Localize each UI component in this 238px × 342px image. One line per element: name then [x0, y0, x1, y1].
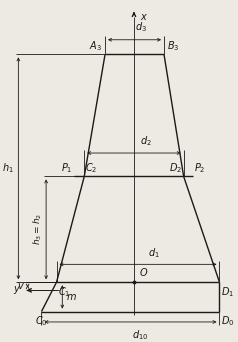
- Text: $d_{10}$: $d_{10}$: [132, 328, 148, 342]
- Text: $x$: $x$: [140, 12, 148, 22]
- Text: $d_3$: $d_3$: [135, 20, 148, 34]
- Text: $h_1$: $h_1$: [2, 161, 14, 175]
- Text: $d_1$: $d_1$: [148, 247, 160, 261]
- Text: $P_1$: $P_1$: [61, 161, 73, 175]
- Text: $O$: $O$: [139, 266, 148, 278]
- Text: $C_0$: $C_0$: [35, 314, 48, 328]
- Text: $C_1$: $C_1$: [58, 285, 70, 299]
- Text: $D_0$: $D_0$: [221, 314, 234, 328]
- Text: $y$: $y$: [13, 285, 21, 297]
- Text: $B_3$: $B_3$: [168, 39, 180, 53]
- Text: $P_2$: $P_2$: [194, 161, 205, 175]
- Text: $h_3=h_2$: $h_3=h_2$: [31, 213, 44, 246]
- Text: $D_2$: $D_2$: [169, 161, 183, 175]
- Text: $C_2$: $C_2$: [85, 161, 98, 175]
- Text: $D_1$: $D_1$: [221, 285, 234, 299]
- Text: $A_3$: $A_3$: [89, 39, 102, 53]
- Text: $v$: $v$: [17, 281, 25, 291]
- Text: $d_2$: $d_2$: [140, 134, 151, 148]
- Text: $m$: $m$: [66, 292, 77, 302]
